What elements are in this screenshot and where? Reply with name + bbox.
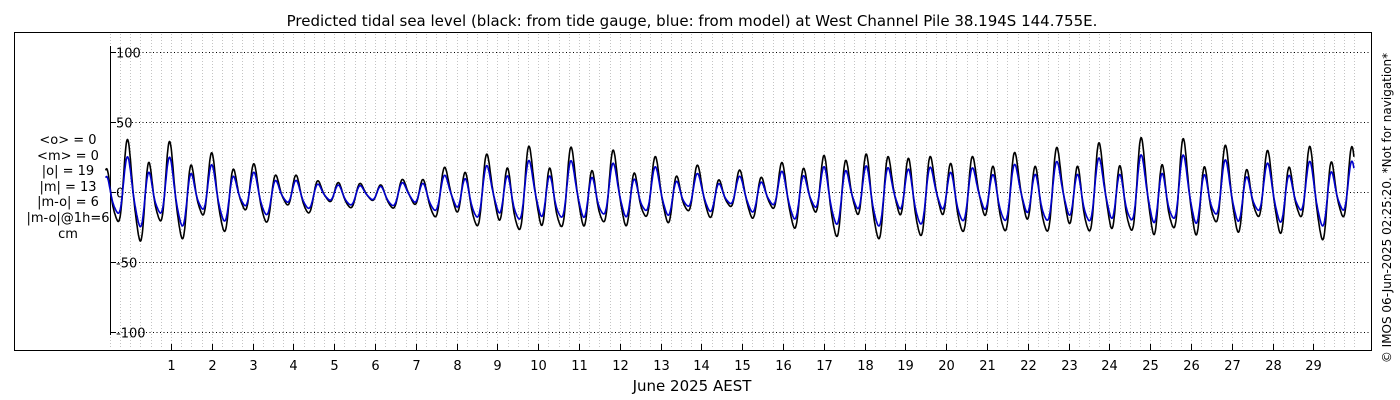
y-tick-label: 0 bbox=[116, 187, 124, 202]
stat-obs-mean: <o> = 0 bbox=[39, 133, 97, 148]
x-tick-label: 20 bbox=[938, 359, 955, 374]
x-tick-label: 8 bbox=[453, 359, 461, 374]
x-tick-label: 6 bbox=[371, 359, 379, 374]
stat-diff-abs: |m-o| = 6 bbox=[37, 195, 99, 211]
vertical-gridlines bbox=[110, 34, 1355, 349]
x-tick-label: 1 bbox=[167, 359, 175, 374]
y-axis-ticks: -100 -50 0 50 100 bbox=[110, 47, 146, 342]
x-tick-label: 9 bbox=[493, 359, 501, 374]
y-tick-label: 100 bbox=[116, 47, 141, 62]
stat-model-abs: |m| = 13 bbox=[39, 179, 97, 195]
x-tick-label: 22 bbox=[1020, 359, 1037, 374]
x-tick-label: 3 bbox=[249, 359, 257, 374]
x-tick-label: 12 bbox=[612, 359, 629, 374]
x-tick-label: 21 bbox=[979, 359, 996, 374]
x-tick-label: 2 bbox=[208, 359, 216, 374]
x-tick-label: 19 bbox=[897, 359, 914, 374]
x-tick-label: 15 bbox=[734, 359, 751, 374]
plot-frame bbox=[14, 32, 1372, 351]
series-layer bbox=[104, 136, 1355, 242]
x-axis-ticks: 1 2 3 4 5 6 7 8 9 10 11 12 13 14 15 16 17 18 19 20 21 22 23 24 2… bbox=[167, 344, 1322, 374]
stat-unit: cm bbox=[58, 226, 78, 242]
x-tick-label: 27 bbox=[1224, 359, 1241, 374]
x-tick-label: 10 bbox=[530, 359, 547, 374]
x-tick-label: 13 bbox=[653, 359, 670, 374]
y-tick-label: 50 bbox=[116, 117, 133, 132]
statistics-panel: <o> = 0 <m> = 0 |o| = 19 |m| = 13 |m-o| … bbox=[18, 133, 118, 242]
x-tick-label: 11 bbox=[571, 359, 588, 374]
series-line-model bbox=[104, 154, 1355, 228]
x-tick-label: 29 bbox=[1305, 359, 1322, 374]
x-tick-label: 4 bbox=[289, 359, 297, 374]
y-tick-label: -100 bbox=[116, 327, 146, 342]
x-tick-label: 17 bbox=[816, 359, 833, 374]
credit-text: © IMOS 06-Jun-2025 02:25:20. *Not for na… bbox=[1380, 52, 1394, 364]
y-tick-label: -50 bbox=[116, 257, 137, 272]
x-axis-label: June 2025 AEST bbox=[632, 377, 753, 395]
x-tick-label: 7 bbox=[412, 359, 420, 374]
x-tick-label: 14 bbox=[693, 359, 710, 374]
x-tick-label: 18 bbox=[857, 359, 874, 374]
x-tick-label: 16 bbox=[775, 359, 792, 374]
x-tick-label: 25 bbox=[1142, 359, 1159, 374]
x-tick-label: 24 bbox=[1101, 359, 1118, 374]
x-tick-label: 23 bbox=[1061, 359, 1078, 374]
stat-obs-abs: |o| = 19 bbox=[41, 164, 95, 180]
x-tick-label: 28 bbox=[1265, 359, 1282, 374]
x-tick-label: 26 bbox=[1183, 359, 1200, 374]
stat-diff-abs-1h: |m-o|@1h=6 bbox=[26, 210, 110, 226]
chart-title: Predicted tidal sea level (black: from t… bbox=[287, 12, 1098, 30]
stat-model-mean: <m> = 0 bbox=[37, 148, 99, 164]
x-tick-label: 5 bbox=[330, 359, 338, 374]
